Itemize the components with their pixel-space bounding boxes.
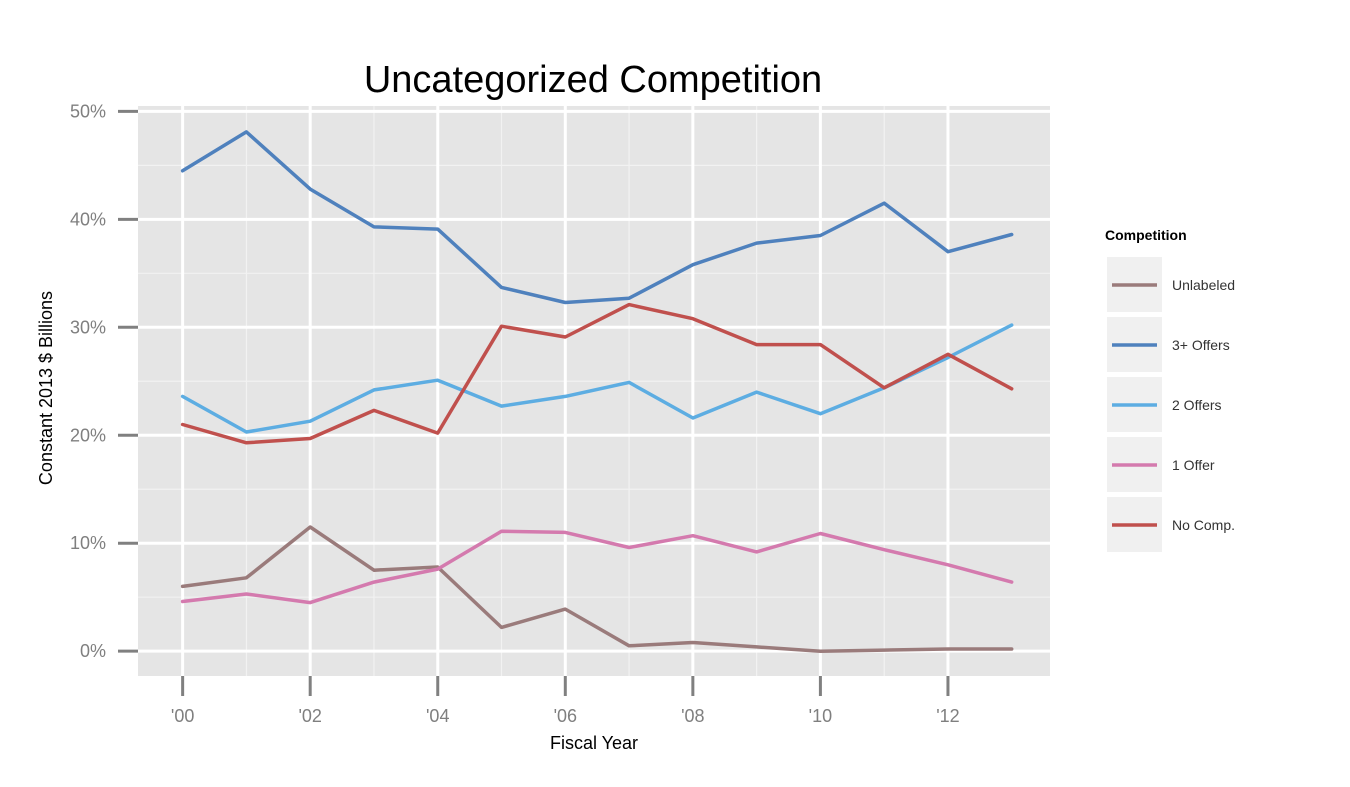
y-tick-label: 40% bbox=[70, 209, 106, 229]
y-tick-label: 0% bbox=[80, 641, 106, 661]
series-line-unlabeled bbox=[180, 525, 1014, 653]
x-tick-label: '06 bbox=[554, 706, 577, 726]
legend-label: 2 Offers bbox=[1172, 397, 1222, 413]
series-line-3-offers bbox=[180, 130, 1014, 305]
chart-title: Uncategorized Competition bbox=[364, 59, 822, 101]
legend: Competition Unlabeled 3+ Offers 2 Offers 1 … bbox=[1105, 227, 1235, 552]
legend-label: 3+ Offers bbox=[1172, 337, 1230, 353]
y-tick-label: 50% bbox=[70, 101, 106, 121]
legend-label: Unlabeled bbox=[1172, 277, 1235, 293]
y-tick-label: 30% bbox=[70, 317, 106, 337]
legend-label: 1 Offer bbox=[1172, 457, 1215, 473]
x-tick-label: '08 bbox=[681, 706, 704, 726]
series-line-1-offer bbox=[180, 529, 1014, 605]
legend-label: No Comp. bbox=[1172, 517, 1235, 533]
y-axis-title: Constant 2013 $ Billions bbox=[36, 291, 56, 485]
x-tick-label: '04 bbox=[426, 706, 449, 726]
x-axis-title: Fiscal Year bbox=[550, 733, 638, 753]
y-tick-label: 20% bbox=[70, 425, 106, 445]
y-tick-label: 10% bbox=[70, 533, 106, 553]
legend-title: Competition bbox=[1105, 227, 1187, 243]
series-line-no-comp bbox=[180, 302, 1014, 445]
x-tick-label: '00 bbox=[171, 706, 194, 726]
x-tick-label: '10 bbox=[809, 706, 832, 726]
series-line-2-offers bbox=[180, 323, 1014, 434]
x-tick-label: '02 bbox=[298, 706, 321, 726]
x-tick-label: '12 bbox=[936, 706, 959, 726]
